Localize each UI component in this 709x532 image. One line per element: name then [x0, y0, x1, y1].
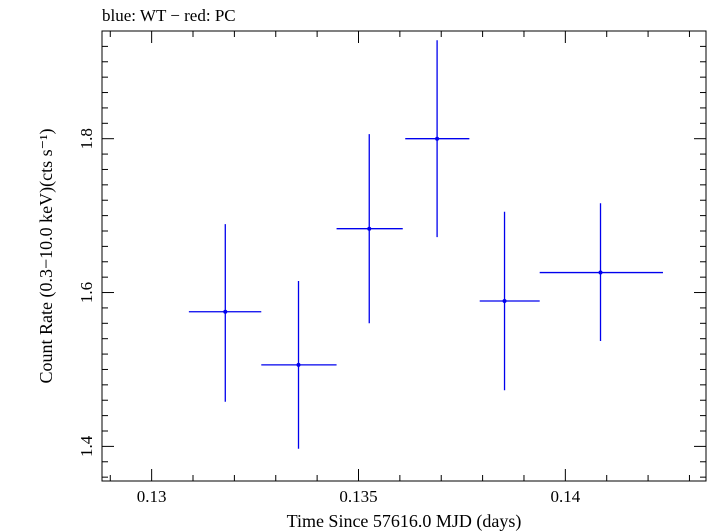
point-marker [296, 362, 301, 367]
y-tick-label: 1.8 [77, 128, 96, 149]
data-point [479, 211, 540, 391]
data-series [188, 40, 663, 449]
y-axis-label: Count Rate (0.3−10.0 keV)(cts s⁻¹) [36, 128, 57, 383]
x-tick-label: 0.14 [550, 487, 580, 506]
data-point [405, 40, 470, 238]
point-marker [598, 270, 603, 275]
x-tick-label: 0.13 [137, 487, 167, 506]
x-axis-ticks: 0.13 0.135 0.14 [109, 31, 690, 506]
y-tick-label: 1.6 [77, 282, 96, 303]
y-axis-ticks: 1.4 1.6 1.8 [77, 30, 706, 478]
data-point [336, 134, 403, 324]
point-marker [435, 136, 440, 141]
chart-title: blue: WT − red: PC [102, 6, 236, 25]
data-point [188, 224, 262, 402]
point-marker [502, 299, 507, 303]
x-axis-label: Time Since 57616.0 MJD (days) [287, 511, 522, 532]
point-marker [223, 309, 228, 314]
data-point [539, 203, 663, 341]
point-marker [367, 226, 372, 231]
plot-frame [101, 30, 707, 482]
x-tick-label: 0.135 [339, 487, 377, 506]
y-tick-label: 1.4 [77, 435, 96, 457]
data-point [261, 281, 337, 449]
